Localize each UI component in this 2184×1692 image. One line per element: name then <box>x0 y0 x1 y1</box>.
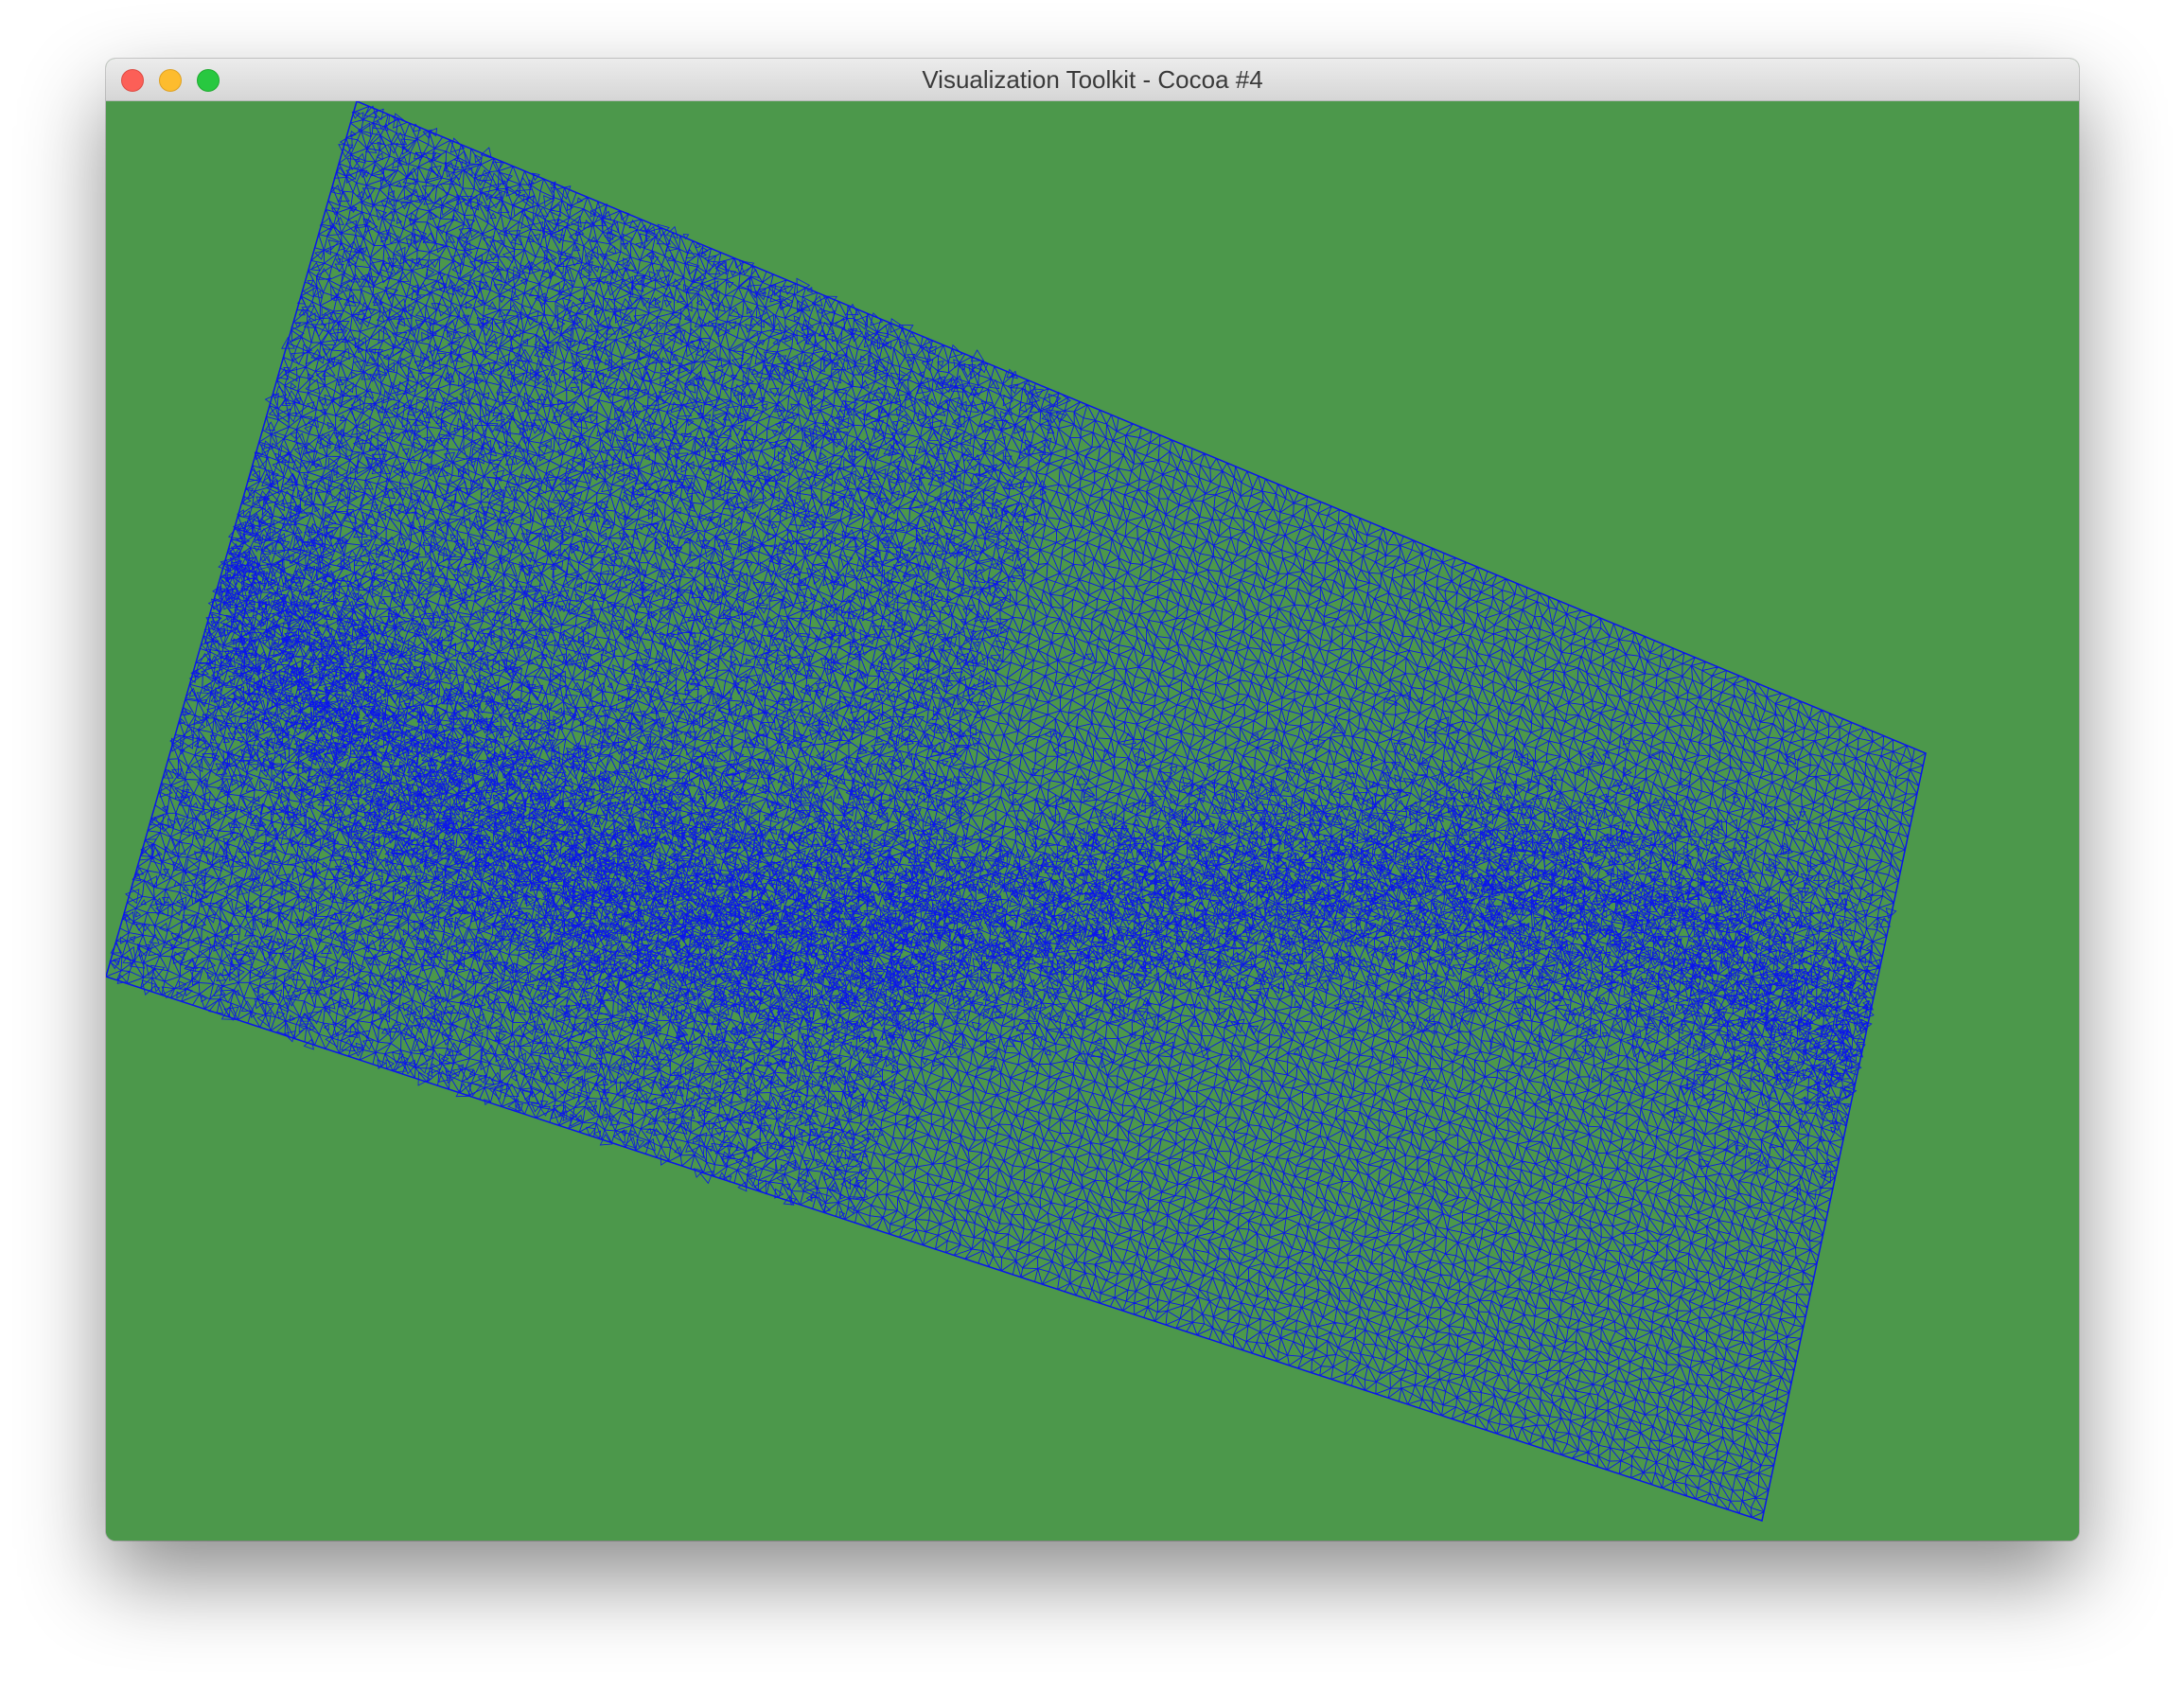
window-titlebar[interactable]: Visualization Toolkit - Cocoa #4 <box>106 59 2079 101</box>
render-viewport[interactable] <box>106 101 2079 1541</box>
close-button[interactable] <box>121 69 144 92</box>
mesh-boundary <box>106 101 1927 1522</box>
zoom-button[interactable] <box>197 69 220 92</box>
minimize-button[interactable] <box>159 69 182 92</box>
terrain-mesh <box>106 101 1927 1522</box>
vtk-render-window: Visualization Toolkit - Cocoa #4 <box>106 59 2079 1541</box>
window-title: Visualization Toolkit - Cocoa #4 <box>922 65 1263 94</box>
mesh-detail <box>109 105 1897 1218</box>
